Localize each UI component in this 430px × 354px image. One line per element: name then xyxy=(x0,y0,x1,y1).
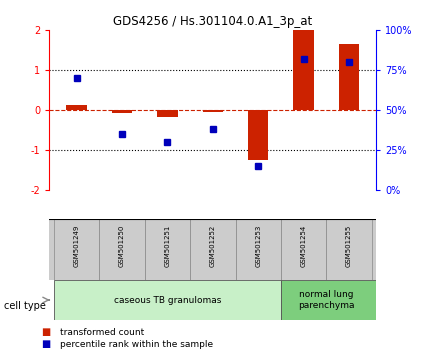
Text: GSM501252: GSM501252 xyxy=(210,224,216,267)
Text: GSM501250: GSM501250 xyxy=(119,224,125,267)
Bar xyxy=(281,219,326,280)
Text: GSM501254: GSM501254 xyxy=(301,224,307,267)
Bar xyxy=(112,110,132,113)
Text: GSM501249: GSM501249 xyxy=(74,224,80,267)
Text: GSM501255: GSM501255 xyxy=(346,224,352,267)
Text: percentile rank within the sample: percentile rank within the sample xyxy=(60,339,213,349)
Text: caseous TB granulomas: caseous TB granulomas xyxy=(114,296,221,304)
Text: cell type: cell type xyxy=(4,301,46,311)
Bar xyxy=(67,105,87,110)
Bar xyxy=(99,219,145,280)
Bar xyxy=(145,219,190,280)
Bar xyxy=(54,280,281,320)
Bar xyxy=(281,280,376,320)
Bar xyxy=(326,219,372,280)
Bar xyxy=(203,110,223,112)
Bar xyxy=(236,219,281,280)
Text: ■: ■ xyxy=(41,327,50,337)
Text: transformed count: transformed count xyxy=(60,327,144,337)
Bar xyxy=(248,110,268,160)
Bar xyxy=(293,30,314,110)
Text: ■: ■ xyxy=(41,339,50,349)
Bar xyxy=(190,219,236,280)
Title: GDS4256 / Hs.301104.0.A1_3p_at: GDS4256 / Hs.301104.0.A1_3p_at xyxy=(113,15,313,28)
Text: GSM501253: GSM501253 xyxy=(255,224,261,267)
Bar xyxy=(339,44,359,110)
Bar xyxy=(54,219,99,280)
Bar xyxy=(157,110,178,118)
Text: GSM501251: GSM501251 xyxy=(164,224,170,267)
Text: normal lung
parenchyma: normal lung parenchyma xyxy=(298,290,355,310)
